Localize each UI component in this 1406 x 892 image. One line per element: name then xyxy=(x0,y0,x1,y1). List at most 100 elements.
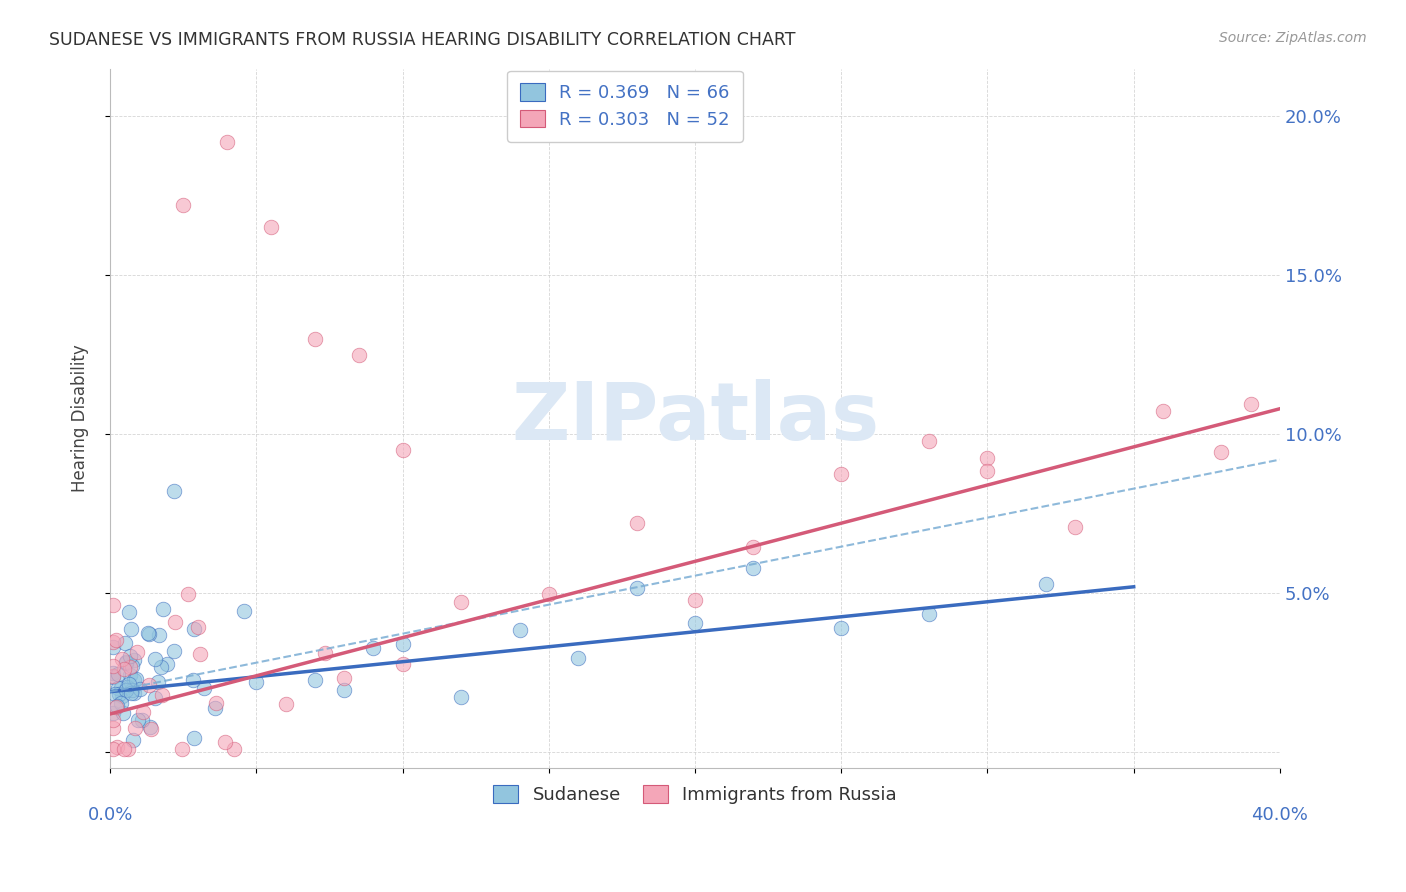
Point xyxy=(120,622,142,636)
Point xyxy=(450,690,472,704)
Point xyxy=(150,660,173,674)
Point xyxy=(537,587,560,601)
Point xyxy=(124,673,146,687)
Point xyxy=(112,662,135,676)
Point xyxy=(101,665,124,680)
Point xyxy=(626,582,648,596)
Point xyxy=(101,635,124,649)
Point xyxy=(177,587,200,601)
Point xyxy=(111,651,134,665)
Point xyxy=(118,677,141,691)
Point xyxy=(127,713,149,727)
Point xyxy=(129,681,152,696)
Point xyxy=(121,682,143,697)
Point xyxy=(172,742,194,756)
Point xyxy=(131,705,153,719)
Point xyxy=(333,671,356,685)
Point xyxy=(183,731,205,745)
Point xyxy=(141,723,163,737)
Point xyxy=(187,620,209,634)
Point xyxy=(190,647,212,661)
Point xyxy=(120,668,142,682)
Point xyxy=(260,220,283,235)
Point xyxy=(918,607,941,622)
Point xyxy=(101,721,124,735)
Point xyxy=(163,643,186,657)
Point xyxy=(391,443,413,458)
Point xyxy=(107,681,129,695)
Point xyxy=(101,640,124,654)
Point xyxy=(172,198,194,212)
Point xyxy=(215,135,238,149)
Point xyxy=(361,640,384,655)
Point xyxy=(274,697,297,711)
Point xyxy=(976,464,998,478)
Point xyxy=(567,650,589,665)
Point xyxy=(111,689,134,703)
Point xyxy=(314,646,336,660)
Point xyxy=(509,623,531,637)
Point xyxy=(115,656,138,670)
Point xyxy=(143,690,166,705)
Point xyxy=(118,659,141,673)
Point xyxy=(110,681,132,696)
Point xyxy=(115,682,138,697)
Point xyxy=(125,645,148,659)
Point xyxy=(683,592,706,607)
Text: 40.0%: 40.0% xyxy=(1251,806,1309,824)
Point xyxy=(108,687,131,701)
Point xyxy=(105,739,128,754)
Point xyxy=(1152,404,1174,418)
Text: ZIPatlas: ZIPatlas xyxy=(510,379,879,458)
Point xyxy=(1035,577,1057,591)
Point xyxy=(124,686,146,700)
Point xyxy=(118,648,141,663)
Point xyxy=(131,713,153,727)
Point xyxy=(138,626,160,640)
Point xyxy=(183,623,205,637)
Point xyxy=(124,721,146,735)
Point xyxy=(245,674,267,689)
Point xyxy=(152,601,174,615)
Point xyxy=(181,673,204,687)
Text: SUDANESE VS IMMIGRANTS FROM RUSSIA HEARING DISABILITY CORRELATION CHART: SUDANESE VS IMMIGRANTS FROM RUSSIA HEARI… xyxy=(49,31,796,49)
Point xyxy=(115,680,138,694)
Point xyxy=(205,696,228,710)
Point xyxy=(233,604,256,618)
Point xyxy=(1064,520,1087,534)
Point xyxy=(152,689,174,703)
Point xyxy=(101,659,124,673)
Point xyxy=(117,742,139,756)
Point xyxy=(918,434,941,448)
Point xyxy=(333,682,356,697)
Point xyxy=(347,348,370,362)
Point xyxy=(101,706,124,721)
Point xyxy=(139,720,162,734)
Point xyxy=(148,628,170,642)
Point xyxy=(105,699,128,714)
Point xyxy=(138,678,160,692)
Point xyxy=(101,670,124,684)
Point xyxy=(391,637,413,651)
Point xyxy=(107,667,129,681)
Point xyxy=(830,467,852,482)
Point xyxy=(391,657,413,671)
Point xyxy=(101,713,124,727)
Point xyxy=(115,656,138,670)
Text: Source: ZipAtlas.com: Source: ZipAtlas.com xyxy=(1219,31,1367,45)
Point xyxy=(204,701,226,715)
Point xyxy=(683,616,706,631)
Point xyxy=(976,451,998,466)
Point xyxy=(626,516,648,531)
Point xyxy=(136,626,159,640)
Point xyxy=(304,673,326,688)
Point xyxy=(101,742,124,756)
Point xyxy=(742,561,765,575)
Point xyxy=(1240,397,1263,411)
Point xyxy=(146,675,169,690)
Point xyxy=(104,687,127,701)
Point xyxy=(1211,445,1233,459)
Point xyxy=(105,699,128,714)
Point xyxy=(304,332,326,346)
Point xyxy=(222,742,245,756)
